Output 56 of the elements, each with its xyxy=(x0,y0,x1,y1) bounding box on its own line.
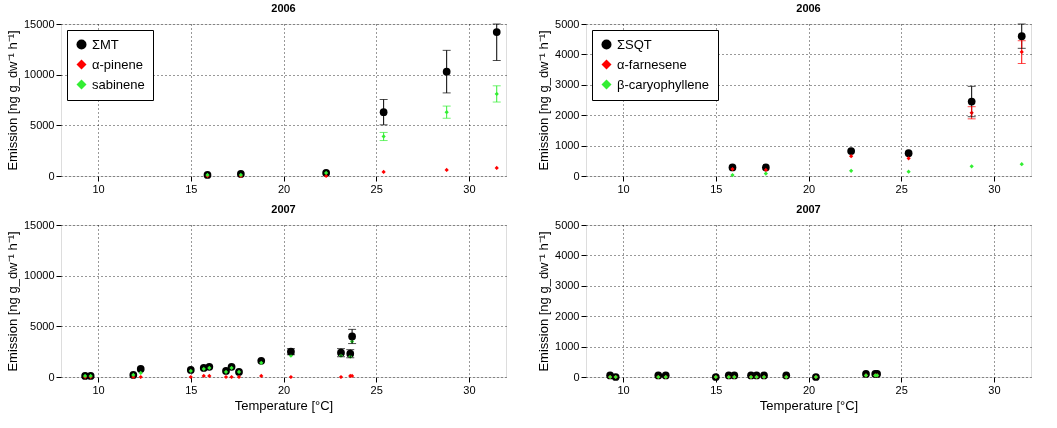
y-tick-label: 5000 xyxy=(30,118,55,131)
x-tick-label: 25 xyxy=(895,383,908,396)
x-axis-title: Temperature [°C] xyxy=(234,397,334,413)
x-tick-label: 10 xyxy=(617,383,630,396)
x-tick-label: 20 xyxy=(802,182,816,195)
y-tick-label: 2000 xyxy=(555,309,580,322)
legend-label: sabinene xyxy=(92,76,145,92)
x-tick-label: 25 xyxy=(895,182,908,195)
y-axis-title: Emission [ng g_dw⁻¹ h⁻¹] xyxy=(536,30,552,171)
y-tick-label: 5000 xyxy=(555,218,580,231)
y-tick-label: 0 xyxy=(48,370,55,383)
x-tick-label: 15 xyxy=(185,182,198,195)
y-tick-label: 15000 xyxy=(23,17,55,30)
x-tick-label: 30 xyxy=(463,383,476,396)
x-tick-label: 25 xyxy=(370,383,383,396)
y-tick-label: 15000 xyxy=(23,218,55,231)
x-tick-label: 15 xyxy=(710,383,723,396)
chart-title: 2006 xyxy=(271,2,296,14)
y-tick-label: 4000 xyxy=(555,47,580,60)
x-tick-label: 20 xyxy=(277,182,291,195)
x-tick-label: 30 xyxy=(463,182,476,195)
legend-label: ΣSQT xyxy=(617,36,652,52)
y-tick-label: 4000 xyxy=(555,248,580,261)
legend-label: α-pinene xyxy=(92,56,143,72)
legend-label: α-farnesene xyxy=(617,56,687,72)
y-axis-title: Emission [ng g_dw⁻¹ h⁻¹] xyxy=(4,231,20,372)
x-tick-label: 20 xyxy=(277,383,291,396)
y-tick-label: 5000 xyxy=(30,319,55,332)
y-tick-label: 1000 xyxy=(555,139,580,152)
x-tick-label: 10 xyxy=(617,182,630,195)
y-tick-label: 0 xyxy=(573,169,580,182)
chart-title: 2006 xyxy=(796,2,821,14)
legend-label: β-caryophyllene xyxy=(617,76,710,92)
x-tick-label: 15 xyxy=(710,182,723,195)
y-tick-label: 3000 xyxy=(555,78,580,91)
x-tick-label: 10 xyxy=(92,383,105,396)
y-tick-label: 1000 xyxy=(555,340,580,353)
x-tick-label: 25 xyxy=(370,182,383,195)
y-tick-label: 5000 xyxy=(555,17,580,30)
y-tick-label: 0 xyxy=(48,169,55,182)
chart-title: 2007 xyxy=(271,203,296,215)
x-tick-label: 10 xyxy=(92,182,105,195)
y-tick-label: 0 xyxy=(573,370,580,383)
y-axis-title: Emission [ng g_dw⁻¹ h⁻¹] xyxy=(4,30,20,171)
legend-label: ΣMT xyxy=(92,36,119,52)
x-tick-label: 20 xyxy=(802,383,816,396)
y-tick-label: 10000 xyxy=(23,68,55,81)
chart-title: 2007 xyxy=(796,203,821,215)
y-axis-title: Emission [ng g_dw⁻¹ h⁻¹] xyxy=(536,231,552,372)
y-tick-label: 10000 xyxy=(23,269,55,282)
x-tick-label: 15 xyxy=(185,383,198,396)
y-tick-label: 2000 xyxy=(555,108,580,121)
x-tick-label: 30 xyxy=(988,182,1001,195)
x-axis-title: Temperature [°C] xyxy=(759,397,859,413)
x-tick-label: 30 xyxy=(988,383,1001,396)
y-tick-label: 3000 xyxy=(555,279,580,292)
